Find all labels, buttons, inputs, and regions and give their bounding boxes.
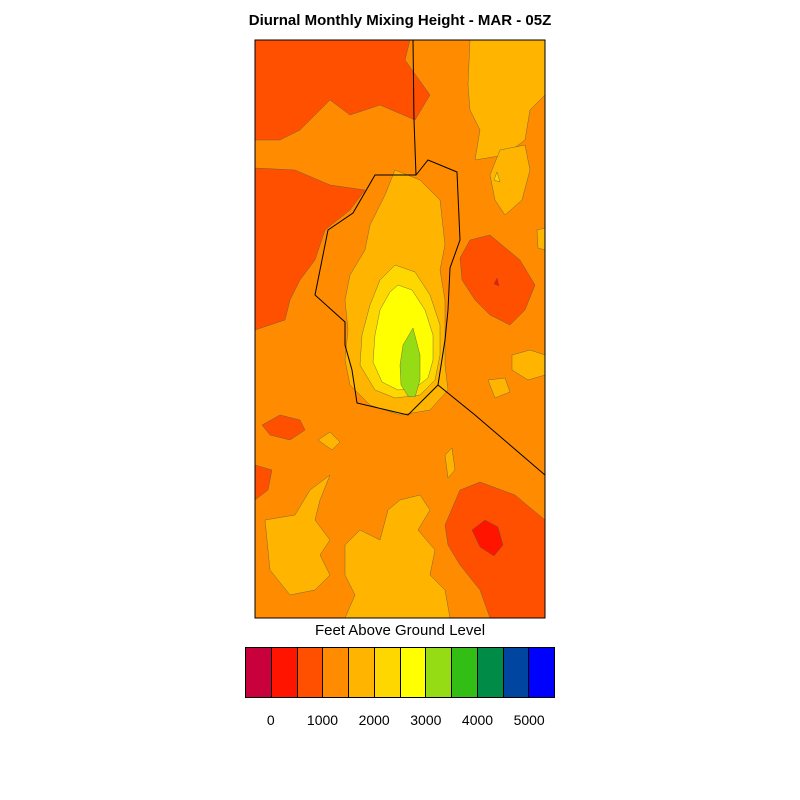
colorbar-tick-label: 2000 — [358, 712, 390, 728]
colorbar-swatch-9 — [477, 648, 504, 697]
contour-lightorange-ne-edge — [536, 227, 545, 251]
colorbar-tick-label: 5000 — [513, 712, 545, 728]
colorbar-swatch-5 — [374, 648, 401, 697]
contour-lightorange-sw — [264, 474, 331, 596]
contour-lightorange-e-mid-2 — [487, 377, 511, 399]
colorbar-swatch-2 — [297, 648, 324, 697]
colorbar-swatch-0 — [246, 648, 272, 697]
contour-lightorange-ne-2 — [489, 144, 531, 216]
boundary-line-north — [412, 40, 417, 176]
boundary-outline — [314, 159, 461, 416]
contour-red-east-dot — [493, 277, 500, 287]
colorbar — [245, 647, 555, 698]
colorbar-tick-label: 4000 — [461, 712, 494, 728]
colorbar-swatch-3 — [323, 648, 349, 697]
contour-gold-ne-dot — [493, 171, 501, 183]
colorbar-swatch-8 — [452, 648, 478, 697]
colorbar-tick-label: 0 — [266, 712, 275, 728]
colorbar-swatch-6 — [400, 648, 427, 697]
colorbar-swatch-1 — [271, 648, 298, 697]
legend-title: Feet Above Ground Level — [314, 622, 486, 639]
contour-redorange-sw-spot — [261, 414, 306, 441]
contour-redorange-west — [255, 167, 366, 331]
contour-lightorange-w-mid — [317, 431, 341, 451]
colorbar-swatch-4 — [349, 648, 375, 697]
map-frame — [254, 39, 546, 619]
colorbar-swatch-11 — [529, 648, 554, 697]
colorbar-swatch-10 — [503, 648, 530, 697]
contour-redorange-nw — [255, 40, 431, 141]
colorbar-tick-label: 3000 — [410, 712, 442, 728]
contour-red-se — [471, 519, 504, 557]
colorbar-tick-label: 1000 — [306, 712, 339, 728]
contour-lightorange-s-2 — [444, 447, 456, 479]
boundary-line-southeast — [437, 384, 545, 476]
contour-lightorange-s — [344, 494, 451, 618]
contour-lightorange-e-mid — [511, 349, 545, 381]
colorbar-swatch-7 — [426, 648, 452, 697]
chart-title: Diurnal Monthly Mixing Height - MAR - 05… — [248, 12, 552, 29]
contour-green-center — [399, 327, 421, 398]
contour-redorange-w-edge — [255, 464, 273, 501]
